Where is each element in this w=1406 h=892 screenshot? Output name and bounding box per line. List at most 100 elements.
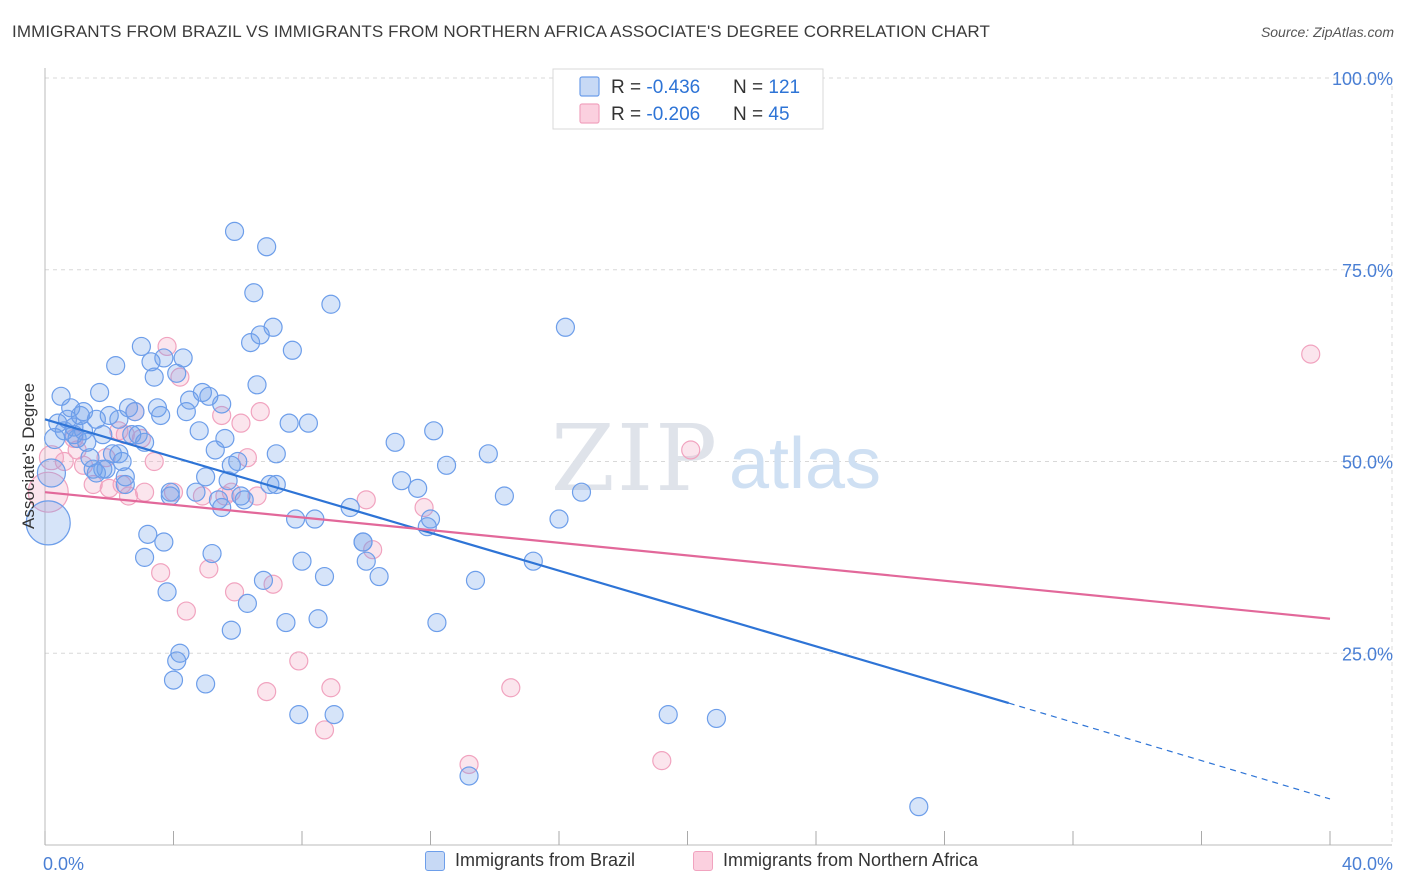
brazil-point-93 <box>478 444 498 464</box>
brazil-point-92 <box>465 570 486 590</box>
brazil-point-23 <box>112 451 132 472</box>
brazil-point-39 <box>173 348 193 368</box>
nafrica-point-23 <box>199 559 219 579</box>
brazil-point-54 <box>224 221 245 241</box>
axes <box>44 68 1392 846</box>
brazil-point-7 <box>61 398 81 418</box>
brazil-point-97 <box>555 317 576 337</box>
brazil-point-47 <box>202 543 222 564</box>
legend-swatch-brazil <box>579 76 600 97</box>
brazil-point-115 <box>234 490 254 510</box>
legend-swatch-nafrica-bottom <box>693 850 713 871</box>
nafrica-point-41 <box>501 678 521 698</box>
brazil-point-81 <box>356 551 376 571</box>
brazil-point-88 <box>424 421 444 441</box>
brazil-point-71 <box>289 705 309 725</box>
stats-legend: R = -0.436 N = 121 R = -0.206 N = 45 <box>552 68 824 130</box>
brazil-point-84 <box>391 471 412 491</box>
brazil-point-45 <box>196 467 216 487</box>
brazil-point-76 <box>314 566 335 587</box>
brazil-point-101 <box>909 797 929 817</box>
svg-text:N = 45: N = 45 <box>733 104 790 125</box>
brazil-point-43 <box>189 421 209 441</box>
brazil-point-32 <box>144 367 164 387</box>
brazil-point-90 <box>436 455 457 475</box>
brazil-point-59 <box>244 283 264 303</box>
brazil-point-16 <box>90 382 110 403</box>
nafrica-point-2 <box>54 451 74 472</box>
brazil-point-96 <box>549 509 569 529</box>
legend-n-value-1: 121 <box>768 77 800 98</box>
trend-line-brazil-extension <box>1008 702 1331 800</box>
brazil-point-85 <box>408 478 428 498</box>
brazil-point-24 <box>115 474 135 495</box>
brazil-point-113 <box>93 459 113 479</box>
legend-swatch-brazil-bottom <box>425 850 445 871</box>
brazil-point-27 <box>125 402 145 422</box>
brazil-point-35 <box>154 348 174 368</box>
trend-lines <box>44 418 1331 800</box>
brazil-point-100 <box>706 708 727 729</box>
legend-label-brazil: Immigrants from Brazil <box>455 850 636 870</box>
tick-labels: 25.0% 50.0% 75.0% 100.0% 0.0% 40.0% <box>43 69 1393 874</box>
nafrica-point-8 <box>99 478 119 498</box>
nafrica-point-16 <box>144 451 164 472</box>
brazil-point-1 <box>36 458 67 488</box>
x-tick-label-0: 0.0% <box>43 854 84 874</box>
brazil-point-99 <box>658 705 678 725</box>
brazil-point-78 <box>324 705 344 725</box>
legend-swatch-nafrica <box>579 103 600 124</box>
brazil-point-40 <box>176 402 196 422</box>
brazil-point-31 <box>141 352 161 372</box>
nafrica-point-44 <box>1301 344 1321 364</box>
nafrica-point-34 <box>289 651 309 671</box>
nafrica-point-37 <box>356 490 376 510</box>
brazil-point-67 <box>276 612 296 633</box>
nafrica-point-6 <box>83 474 103 495</box>
legend-n-value-2: 45 <box>768 104 789 125</box>
y-axis-label: Associate's Degree <box>19 383 38 529</box>
brazil-point-30 <box>138 524 158 544</box>
brazil-point-104 <box>170 643 190 663</box>
svg-text:R = -0.436: R = -0.436 <box>611 77 700 98</box>
nafrica-point-1 <box>38 445 65 471</box>
bottom-legend: Immigrants from Brazil Immigrants from N… <box>0 850 1406 880</box>
brazil-point-58 <box>241 333 261 353</box>
brazil-point-107 <box>221 620 241 640</box>
source-credit: Source: ZipAtlas.com <box>1260 24 1394 40</box>
nafrica-point-32 <box>257 681 277 702</box>
legend-n-label-2: N = <box>733 104 768 125</box>
brazil-point-98 <box>571 482 592 502</box>
brazil-point-66 <box>266 444 286 464</box>
legend-item-nafrica: Immigrants from Northern Africa <box>693 850 978 871</box>
nafrica-point-33 <box>263 574 283 594</box>
legend-r-label-2: R = <box>611 104 646 125</box>
nafrica-point-38 <box>363 540 383 560</box>
brazil-point-55 <box>228 451 248 472</box>
brazil-point-106 <box>196 674 216 694</box>
brazil-point-65 <box>263 317 283 337</box>
brazil-point-110 <box>154 532 174 552</box>
brazil-point-105 <box>163 670 184 690</box>
series-brazil-points <box>25 221 929 817</box>
brazil-point-68 <box>279 413 299 433</box>
brazil-point-111 <box>353 532 373 552</box>
brazil-point-87 <box>420 509 441 529</box>
trend-line-brazil <box>44 418 1010 705</box>
legend-r-value-1: -0.436 <box>646 77 700 98</box>
brazil-point-72 <box>292 551 312 571</box>
legend-r-value-2: -0.206 <box>646 104 700 125</box>
x-tick-label-1: 40.0% <box>1342 854 1393 874</box>
brazil-point-103 <box>128 425 148 445</box>
brazil-point-50 <box>212 497 232 518</box>
nafrica-point-40 <box>459 754 479 775</box>
brazil-point-70 <box>285 509 306 529</box>
brazil-point-112 <box>115 467 135 487</box>
brazil-point-28 <box>131 336 151 357</box>
nafrica-point-30 <box>247 486 267 506</box>
y-tick-label-1: 50.0% <box>1342 453 1393 473</box>
brazil-point-77 <box>321 294 341 314</box>
brazil-point-62 <box>253 570 274 590</box>
nafrica-point-15 <box>134 482 155 502</box>
